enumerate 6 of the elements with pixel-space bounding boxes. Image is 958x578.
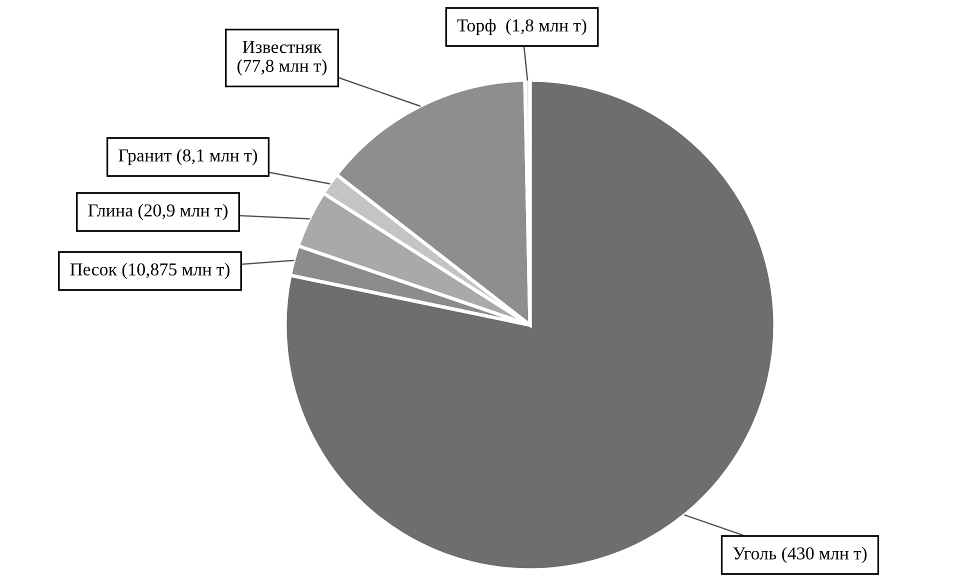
slice-label: Уголь (430 млн т) xyxy=(733,546,867,564)
slice-label: Глина (20,9 млн т) xyxy=(88,204,228,220)
slice-label: Известняк (77,8 млн т) xyxy=(237,41,327,76)
slice-label: Торф (1,8 млн т) xyxy=(457,18,586,36)
slice-label: Гранит (8,1 млн т) xyxy=(118,148,258,166)
slice-label: Песок (10,875 млн т) xyxy=(70,262,230,280)
